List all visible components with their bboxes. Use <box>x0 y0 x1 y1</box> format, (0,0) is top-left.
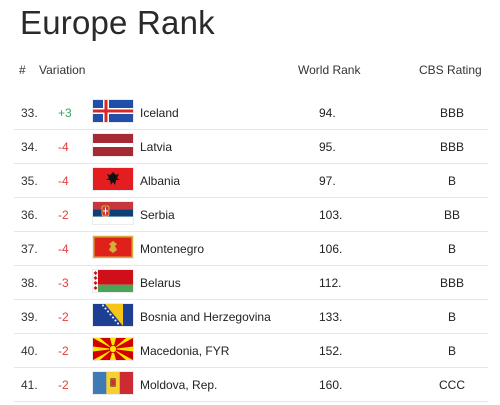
row-cbs-rating: B <box>447 242 456 256</box>
latvia-flag-icon <box>93 134 133 156</box>
montenegro-flag-icon <box>93 236 133 258</box>
row-world-rank: 103. <box>319 208 343 222</box>
row-rank: 34. <box>21 140 38 154</box>
row-country[interactable]: Latvia <box>140 140 173 154</box>
header-world-rank: World Rank <box>298 63 361 77</box>
table-row[interactable]: 33. +3 Iceland 94. BBB <box>14 95 488 130</box>
row-country[interactable]: Montenegro <box>140 242 205 256</box>
row-world-rank: 112. <box>319 276 342 290</box>
row-cbs-rating: B <box>447 174 456 188</box>
macedonia-flag-icon <box>93 338 133 360</box>
row-country[interactable]: Moldova, Rep. <box>140 378 218 392</box>
row-rank: 37. <box>21 242 38 256</box>
row-cbs-rating: BBB <box>439 276 464 290</box>
row-variation: -4 <box>58 242 69 256</box>
bosnia-flag-icon <box>93 304 133 326</box>
row-variation: -2 <box>58 208 69 222</box>
row-world-rank: 94. <box>319 106 336 120</box>
row-country[interactable]: Serbia <box>140 208 175 222</box>
row-cbs-rating: B <box>447 310 456 324</box>
row-variation: -3 <box>58 276 69 290</box>
iceland-flag-icon <box>93 100 133 122</box>
row-country[interactable]: Bosnia and Herzegovina <box>140 310 271 324</box>
row-variation: -2 <box>58 310 69 324</box>
row-country[interactable]: Belarus <box>140 276 181 290</box>
row-variation: -4 <box>58 140 69 154</box>
table-row[interactable]: 38. -3 Belarus 112. BBB <box>14 265 488 300</box>
row-country[interactable]: Iceland <box>140 106 179 120</box>
row-rank: 40. <box>21 344 38 358</box>
table-row[interactable]: 39. -2 Bosnia and Herzegovina 133. B <box>14 299 488 334</box>
row-rank: 41. <box>21 378 38 392</box>
row-world-rank: 95. <box>319 140 336 154</box>
row-world-rank: 97. <box>319 174 336 188</box>
row-rank: 35. <box>21 174 38 188</box>
row-world-rank: 106. <box>319 242 343 256</box>
table-row[interactable]: 35. -4 Albania 97. B <box>14 163 488 198</box>
table-row[interactable]: 40. -2 Macedonia, FYR 152. <box>14 333 488 368</box>
header-cbs-rating: CBS Rating <box>419 63 482 77</box>
table-row[interactable]: 41. -2 Moldova, Rep. 160. CCC <box>14 367 488 402</box>
row-cbs-rating: BB <box>443 208 460 222</box>
row-variation: -4 <box>58 174 69 188</box>
row-rank: 33. <box>21 106 38 120</box>
row-variation: +3 <box>58 106 72 120</box>
moldova-flag-icon <box>93 372 133 394</box>
row-cbs-rating: BBB <box>439 106 464 120</box>
table-row[interactable]: 37. -4 Montenegro 106. B <box>14 231 488 266</box>
row-rank: 36. <box>21 208 38 222</box>
row-country[interactable]: Macedonia, FYR <box>140 344 230 358</box>
header-variation: Variation <box>39 63 86 77</box>
row-world-rank: 133. <box>319 310 343 324</box>
table-row[interactable]: 34. -4 Latvia 95. BBB <box>14 129 488 164</box>
row-world-rank: 160. <box>319 378 343 392</box>
row-variation: -2 <box>58 378 69 392</box>
row-cbs-rating: BBB <box>439 140 464 154</box>
table-row[interactable]: 36. -2 Serbia 103. BB <box>14 197 488 232</box>
row-variation: -2 <box>58 344 69 358</box>
row-rank: 38. <box>21 276 38 290</box>
belarus-flag-icon <box>93 270 133 292</box>
serbia-flag-icon <box>93 202 133 224</box>
row-cbs-rating: B <box>447 344 456 358</box>
header-number: # <box>19 63 26 77</box>
row-cbs-rating: CCC <box>439 378 465 392</box>
row-country[interactable]: Albania <box>140 174 181 188</box>
row-world-rank: 152. <box>319 344 343 358</box>
page-title: Europe Rank <box>20 4 215 41</box>
row-rank: 39. <box>21 310 38 324</box>
albania-flag-icon <box>93 168 133 190</box>
